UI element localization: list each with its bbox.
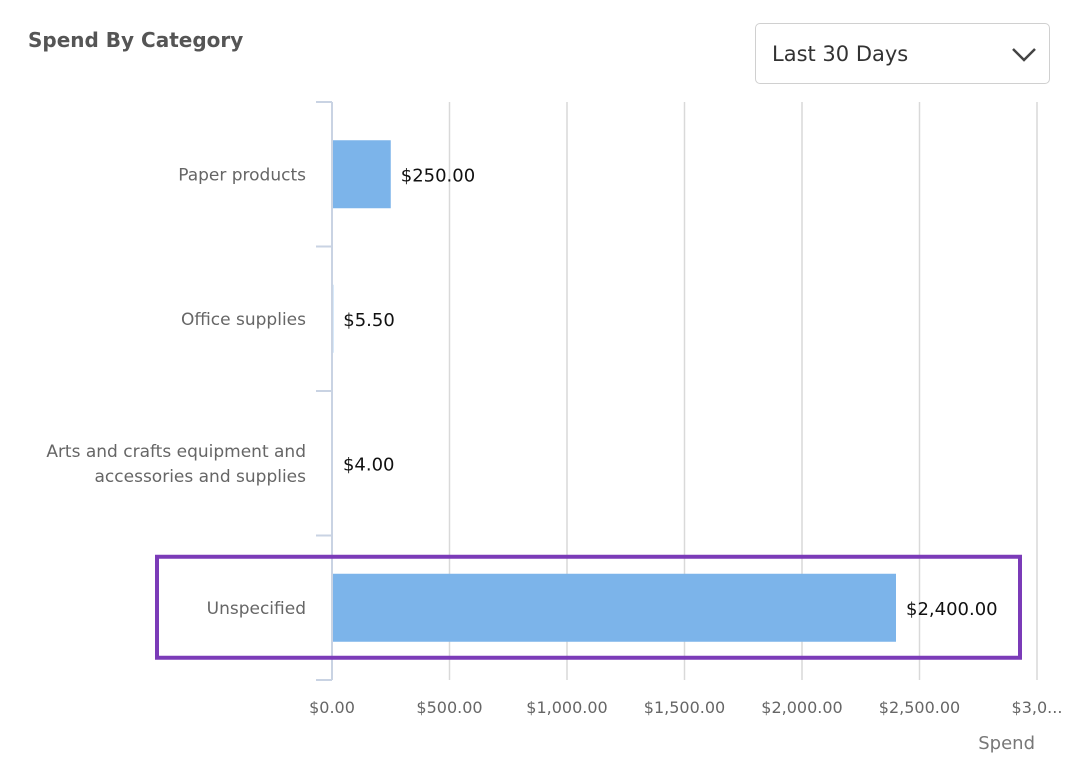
chart-title: Spend By Category	[28, 28, 244, 52]
category-label: Unspecified	[207, 599, 306, 619]
category-label: accessories and supplies	[95, 467, 307, 487]
category-label: Paper products	[178, 165, 306, 185]
data-label: $2,400.00	[906, 599, 998, 620]
category-label: Office supplies	[181, 310, 306, 330]
x-tick-label: $1,000.00	[526, 698, 607, 717]
x-tick-label: $1,500.00	[644, 698, 725, 717]
x-tick-label: $2,000.00	[761, 698, 842, 717]
bar	[333, 140, 391, 209]
x-tick-label: $2,500.00	[879, 698, 960, 717]
bar	[333, 573, 896, 642]
chevron-down-icon	[1012, 48, 1036, 62]
date-range-dropdown[interactable]: Last 30 Days	[755, 23, 1050, 84]
date-range-value: Last 30 Days	[772, 42, 909, 66]
x-tick-label: $0.00	[309, 698, 355, 717]
highlight-box	[155, 554, 1022, 660]
data-label: $250.00	[401, 165, 475, 186]
x-axis-label: Spend	[978, 733, 1035, 754]
x-tick-label: $3,0...	[1012, 698, 1063, 717]
data-label: $5.50	[343, 310, 395, 331]
x-tick-label: $500.00	[416, 698, 482, 717]
data-label: $4.00	[343, 454, 395, 475]
category-label: Arts and crafts equipment and	[46, 442, 306, 462]
